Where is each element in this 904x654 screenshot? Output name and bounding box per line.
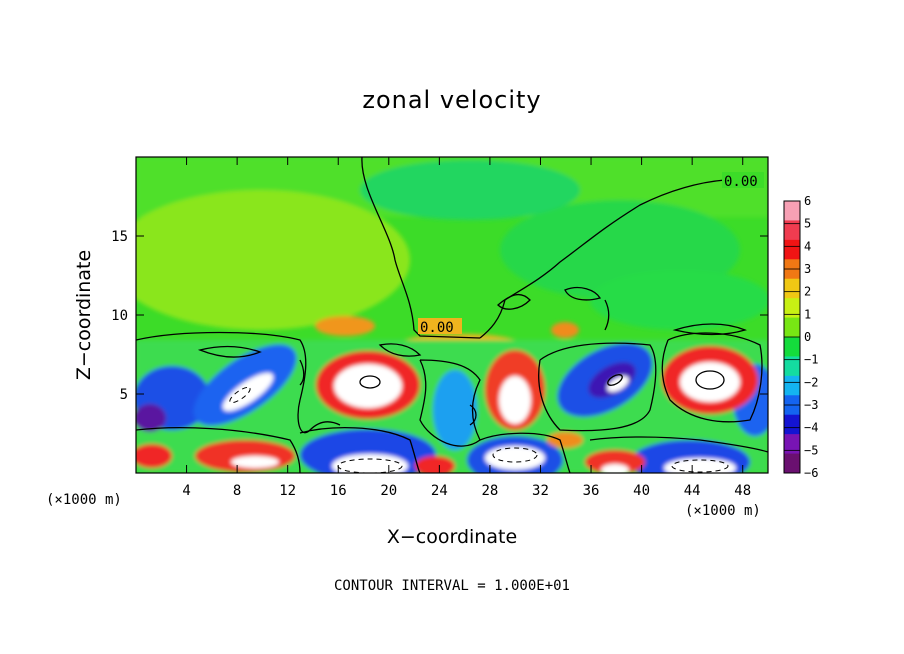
colorbar: 6 5 4 3 2 1 0 −1 −2 −3 −4 −5 −6 xyxy=(783,194,818,480)
y-tick-label: 5 xyxy=(120,387,128,403)
colorbar-label: 5 xyxy=(804,217,811,231)
x-tick-label: 12 xyxy=(279,483,296,499)
colorbar-swatch xyxy=(784,239,800,260)
x-tick-label: 48 xyxy=(734,483,751,499)
contour-interval-note: CONTOUR INTERVAL = 1.000E+01 xyxy=(333,578,570,594)
x-unit-label-right: (×1000 m) xyxy=(685,503,761,519)
contour-label: 0.00 xyxy=(420,320,454,336)
x-tick-label: 40 xyxy=(633,483,650,499)
contour-label: 0.00 xyxy=(724,174,758,190)
x-axis-label: X−coordinate xyxy=(386,526,518,548)
colorbar-swatch xyxy=(784,278,800,299)
colorbar-swatch xyxy=(784,356,800,377)
colorbar-swatch xyxy=(784,317,800,338)
colorbar-label: −5 xyxy=(804,443,818,457)
colorbar-label: 4 xyxy=(804,239,811,253)
x-tick-label: 24 xyxy=(431,483,448,499)
x-tick-label: 32 xyxy=(532,483,549,499)
colorbar-label: 6 xyxy=(804,194,811,208)
colorbar-swatch xyxy=(784,337,800,357)
colorbar-swatch xyxy=(784,453,800,474)
heatmap-field: 0.00 0.00 xyxy=(136,157,768,473)
y-tick-label: 15 xyxy=(111,229,128,245)
colorbar-swatch xyxy=(784,201,800,221)
colorbar-label: 1 xyxy=(804,307,811,321)
colorbar-label: −3 xyxy=(804,398,818,412)
x-tick-label: 4 xyxy=(182,483,190,499)
colorbar-label: −2 xyxy=(804,375,818,389)
chart-title: zonal velocity xyxy=(362,86,542,114)
contour-lines xyxy=(136,157,768,473)
x-axis: 4 8 12 16 20 24 28 32 36 40 44 48 xyxy=(182,157,751,499)
colorbar-label: −4 xyxy=(804,421,818,435)
colorbar-swatch xyxy=(784,298,800,319)
x-tick-label: 44 xyxy=(684,483,701,499)
colorbar-label: −6 xyxy=(804,466,818,480)
x-tick-label: 20 xyxy=(380,483,397,499)
colorbar-label: 0 xyxy=(804,330,811,344)
colorbar-swatch xyxy=(784,220,800,241)
negative-contours xyxy=(229,386,729,473)
colorbar-label: 2 xyxy=(804,285,811,299)
colorbar-swatch xyxy=(784,375,800,396)
x-tick-label: 16 xyxy=(330,483,347,499)
x-tick-label: 8 xyxy=(233,483,241,499)
contour-labels: 0.00 0.00 xyxy=(418,172,764,336)
y-axis: 5 10 15 xyxy=(111,229,768,403)
colorbar-label: 3 xyxy=(804,262,811,276)
x-tick-label: 36 xyxy=(583,483,600,499)
x-unit-label-left: (×1000 m) xyxy=(46,492,122,508)
y-tick-label: 10 xyxy=(111,308,128,324)
colorbar-swatch xyxy=(784,434,800,455)
colorbar-swatch xyxy=(784,414,800,435)
x-tick-label: 28 xyxy=(481,483,498,499)
colorbar-label: −1 xyxy=(804,353,818,367)
